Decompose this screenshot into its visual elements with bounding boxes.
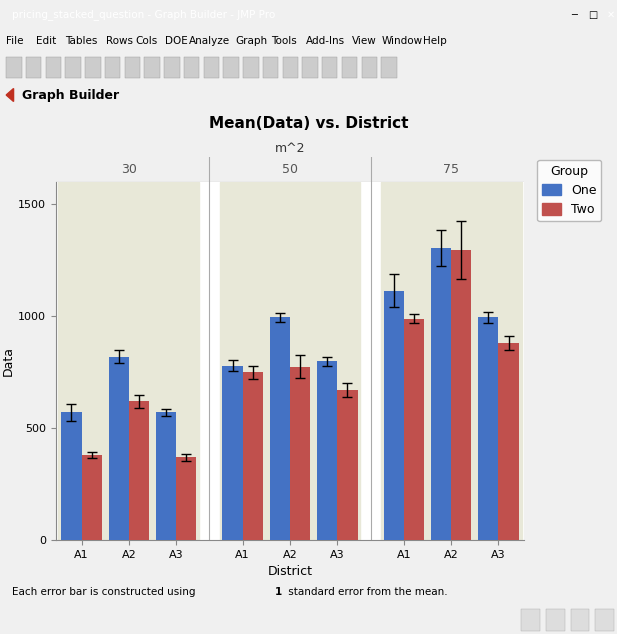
Text: 75: 75 xyxy=(443,163,459,176)
X-axis label: District: District xyxy=(268,566,312,578)
Bar xyxy=(220,182,360,540)
Text: Window: Window xyxy=(382,36,423,46)
Text: Tables: Tables xyxy=(65,36,97,46)
Text: Tools: Tools xyxy=(271,36,297,46)
Bar xyxy=(164,56,180,77)
Text: 50: 50 xyxy=(282,163,298,176)
Bar xyxy=(105,56,120,77)
Legend: One, Two: One, Two xyxy=(537,160,602,221)
Text: Help: Help xyxy=(423,36,446,46)
Text: pricing_stacked_question - Graph Builder - JMP Pro: pricing_stacked_question - Graph Builder… xyxy=(12,10,276,20)
Text: Edit: Edit xyxy=(36,36,56,46)
Bar xyxy=(283,56,298,77)
Bar xyxy=(384,290,404,540)
Bar xyxy=(263,56,278,77)
Text: 30: 30 xyxy=(121,163,137,176)
Bar xyxy=(290,366,310,540)
Bar xyxy=(451,250,471,540)
Text: File: File xyxy=(6,36,23,46)
Bar xyxy=(81,455,102,540)
Bar xyxy=(478,318,499,540)
Text: 1: 1 xyxy=(275,587,282,597)
Bar xyxy=(322,56,337,77)
Bar xyxy=(204,56,219,77)
Bar xyxy=(546,609,565,631)
Text: DOE: DOE xyxy=(165,36,188,46)
Polygon shape xyxy=(6,89,14,101)
Bar xyxy=(26,56,41,77)
Bar xyxy=(184,56,199,77)
Bar xyxy=(243,56,259,77)
Text: ✕: ✕ xyxy=(607,10,615,20)
Bar xyxy=(222,366,242,540)
Bar xyxy=(242,372,263,540)
Bar xyxy=(125,56,140,77)
Text: m^2: m^2 xyxy=(275,142,305,155)
Bar xyxy=(342,56,357,77)
Bar xyxy=(521,609,540,631)
Text: standard error from the mean.: standard error from the mean. xyxy=(285,587,448,597)
Text: Add-Ins: Add-Ins xyxy=(306,36,345,46)
Text: Analyze: Analyze xyxy=(189,36,231,46)
Bar xyxy=(381,182,521,540)
Y-axis label: Data: Data xyxy=(2,346,15,376)
Bar xyxy=(571,609,589,631)
Bar xyxy=(109,356,129,540)
Bar xyxy=(144,56,160,77)
Bar xyxy=(176,457,196,540)
Bar xyxy=(223,56,239,77)
Bar xyxy=(46,56,61,77)
Text: Each error bar is constructed using: Each error bar is constructed using xyxy=(12,587,199,597)
Bar xyxy=(317,361,337,540)
Text: Cols: Cols xyxy=(136,36,158,46)
Bar xyxy=(431,248,451,540)
Text: Mean(Data) vs. District: Mean(Data) vs. District xyxy=(209,117,408,131)
Text: ─: ─ xyxy=(571,10,577,20)
Bar xyxy=(129,401,149,540)
Bar xyxy=(156,413,176,540)
Text: □: □ xyxy=(588,10,597,20)
Bar xyxy=(270,318,290,540)
Bar xyxy=(59,182,199,540)
Bar xyxy=(302,56,318,77)
Bar xyxy=(337,390,358,540)
Text: Graph: Graph xyxy=(236,36,268,46)
Bar xyxy=(6,56,22,77)
Bar xyxy=(362,56,377,77)
Bar xyxy=(61,413,81,540)
Text: Rows: Rows xyxy=(106,36,133,46)
Bar xyxy=(85,56,101,77)
Text: Graph Builder: Graph Builder xyxy=(22,89,118,101)
Bar xyxy=(404,318,424,540)
Bar xyxy=(381,56,397,77)
Bar xyxy=(65,56,81,77)
Text: View: View xyxy=(352,36,377,46)
Bar xyxy=(499,343,519,540)
Bar xyxy=(595,609,614,631)
